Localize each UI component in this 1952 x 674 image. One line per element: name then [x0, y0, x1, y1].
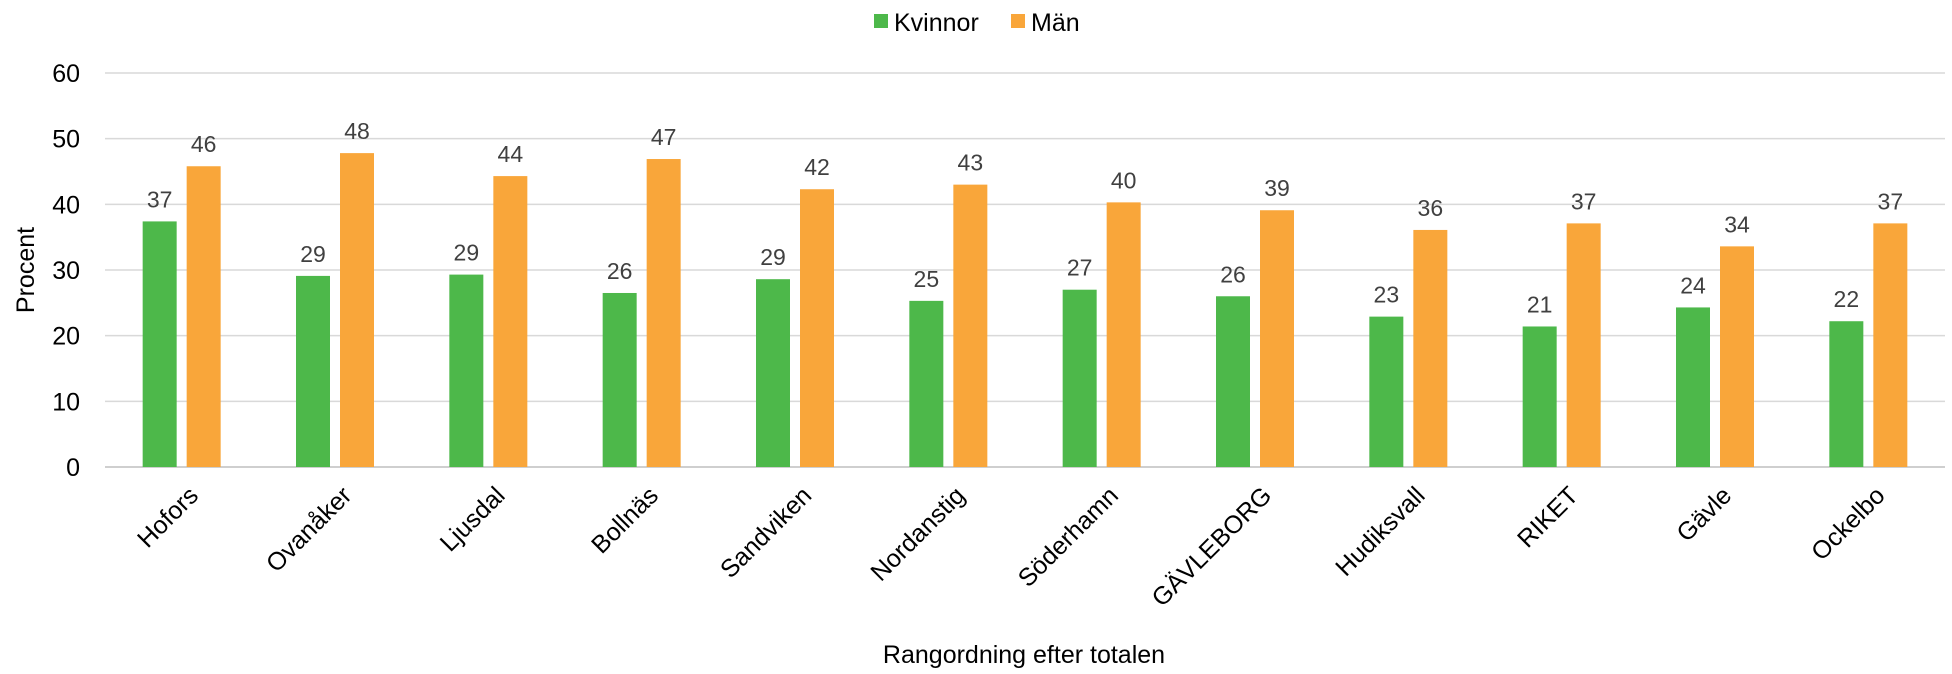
bars [142, 153, 1908, 468]
x-axis-title: Rangordning efter totalen [883, 641, 1165, 669]
data-label: 43 [958, 150, 984, 176]
data-label: 27 [1067, 255, 1093, 281]
x-category-label: Söderhamn [1013, 481, 1124, 592]
y-tick-label: 60 [52, 60, 80, 88]
x-category-label: Ljusdal [435, 481, 511, 557]
bar-kvinnor-5 [909, 300, 944, 467]
legend-label: Män [1031, 9, 1080, 37]
bar-kvinnor-9 [1522, 326, 1557, 467]
y-tick-label: 50 [52, 126, 80, 154]
x-category-label: Sandviken [715, 481, 817, 583]
data-label: 23 [1374, 282, 1400, 308]
gridlines [105, 72, 1945, 468]
bar-män-10 [1720, 246, 1754, 467]
data-label: 39 [1264, 175, 1290, 201]
bar-män-9 [1566, 223, 1601, 467]
bar-män-8 [1413, 229, 1448, 467]
bar-kvinnor-6 [1062, 289, 1097, 467]
data-label: 37 [1571, 188, 1597, 214]
data-label: 37 [147, 186, 173, 212]
y-axis-title: Procent [12, 227, 40, 313]
bar-kvinnor-0 [142, 221, 177, 467]
x-category-label: Bollnäs [586, 481, 664, 559]
legend-label: Kvinnor [894, 9, 979, 37]
bar-män-1 [340, 153, 374, 467]
bar-kvinnor-7 [1216, 296, 1250, 467]
y-axis-ticks: 0 10 20 30 40 50 60 [52, 60, 80, 482]
data-label: 29 [300, 241, 326, 267]
data-label: 29 [454, 240, 480, 266]
data-label: 34 [1724, 211, 1750, 237]
data-label: 24 [1680, 272, 1706, 298]
x-category-label: RIKET [1512, 481, 1584, 553]
y-tick-label: 20 [52, 323, 80, 351]
bar-kvinnor-2 [449, 274, 484, 467]
data-label: 25 [914, 266, 940, 292]
legend: Kvinnor Män [874, 9, 1080, 37]
x-category-label: Ockelbo [1806, 481, 1891, 566]
data-label: 48 [344, 118, 370, 144]
data-label: 37 [1878, 188, 1904, 214]
data-labels: 37 46 29 48 29 44 26 47 29 42 25 43 27 40 26 39 23 36 21 37… [147, 118, 1903, 317]
data-label: 21 [1527, 291, 1553, 317]
bar-kvinnor-1 [296, 275, 330, 467]
bar-män-4 [800, 189, 834, 468]
bar-kvinnor-10 [1676, 307, 1710, 467]
data-label: 26 [1220, 261, 1246, 287]
bar-män-11 [1873, 223, 1908, 467]
bar-kvinnor-11 [1829, 321, 1864, 467]
bar-män-5 [953, 184, 988, 467]
bar-kvinnor-4 [756, 279, 790, 467]
data-label: 36 [1418, 195, 1444, 221]
x-category-label: Hofors [132, 481, 204, 553]
data-label: 40 [1111, 167, 1137, 193]
x-category-label: Ovanåker [261, 481, 357, 577]
bar-män-2 [493, 176, 528, 467]
bar-män-0 [186, 166, 221, 467]
bar-män-7 [1260, 210, 1294, 467]
data-label: 26 [607, 258, 633, 284]
y-tick-label: 30 [52, 257, 80, 285]
data-label: 47 [651, 124, 677, 150]
bar-kvinnor-8 [1369, 316, 1404, 467]
y-tick-label: 10 [52, 388, 80, 416]
legend-swatch [1011, 14, 1025, 28]
y-tick-label: 0 [66, 454, 80, 482]
x-category-label: Hudiksvall [1330, 481, 1430, 581]
bar-män-3 [646, 159, 681, 468]
bar-män-6 [1106, 202, 1141, 467]
data-label: 29 [760, 244, 786, 270]
bar-kvinnor-3 [602, 292, 637, 467]
x-category-label: GÄVLEBORG [1146, 481, 1277, 612]
x-category-label: Gävle [1671, 481, 1737, 547]
data-label: 46 [191, 131, 217, 157]
data-label: 42 [804, 154, 830, 180]
y-tick-label: 40 [52, 191, 80, 219]
x-category-label: Nordanstig [865, 481, 970, 586]
data-label: 44 [498, 141, 524, 167]
x-axis-category-labels: Hofors Ovanåker Ljusdal Bollnäs Sandviken Nor… [132, 481, 1891, 612]
data-label: 22 [1834, 286, 1860, 312]
legend-swatch [874, 14, 888, 28]
